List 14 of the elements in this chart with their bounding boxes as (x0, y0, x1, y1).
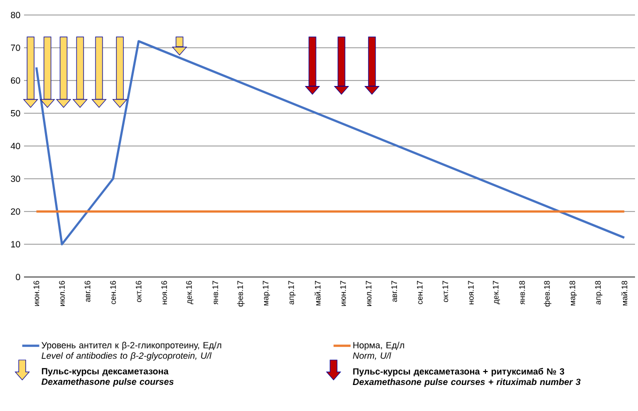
legend-label: Уровень антител к β-2-гликопротеину, Ед/л Level of antibodies to β-2-glycoprotein, U/l (42, 342, 222, 361)
y-tick-label: 20 (10, 208, 20, 215)
y-tick-label: 0 (16, 274, 20, 280)
y-tick-label: 50 (10, 110, 20, 116)
y-tick-label: 10 (11, 241, 20, 248)
legend-label: Норма, Ед/л Norm, U/l (352, 342, 404, 360)
y-tick-label: 30 (10, 176, 20, 182)
line-series (35, 40, 626, 246)
y-tick-label: 40 (10, 142, 20, 150)
y-tick-label: 60 (10, 77, 20, 84)
y-tick-label: 70 (10, 44, 20, 51)
legend-label: Пульс-курсы дексаметазона + ритуксимаб № 3 Dexamethasone pulse courses + rituximab number 3 (352, 368, 581, 387)
legend-label: Пульс-курсы дексаметазона Dexamethasone pulse courses (42, 368, 174, 387)
y-tick-label: 80 (10, 12, 20, 18)
